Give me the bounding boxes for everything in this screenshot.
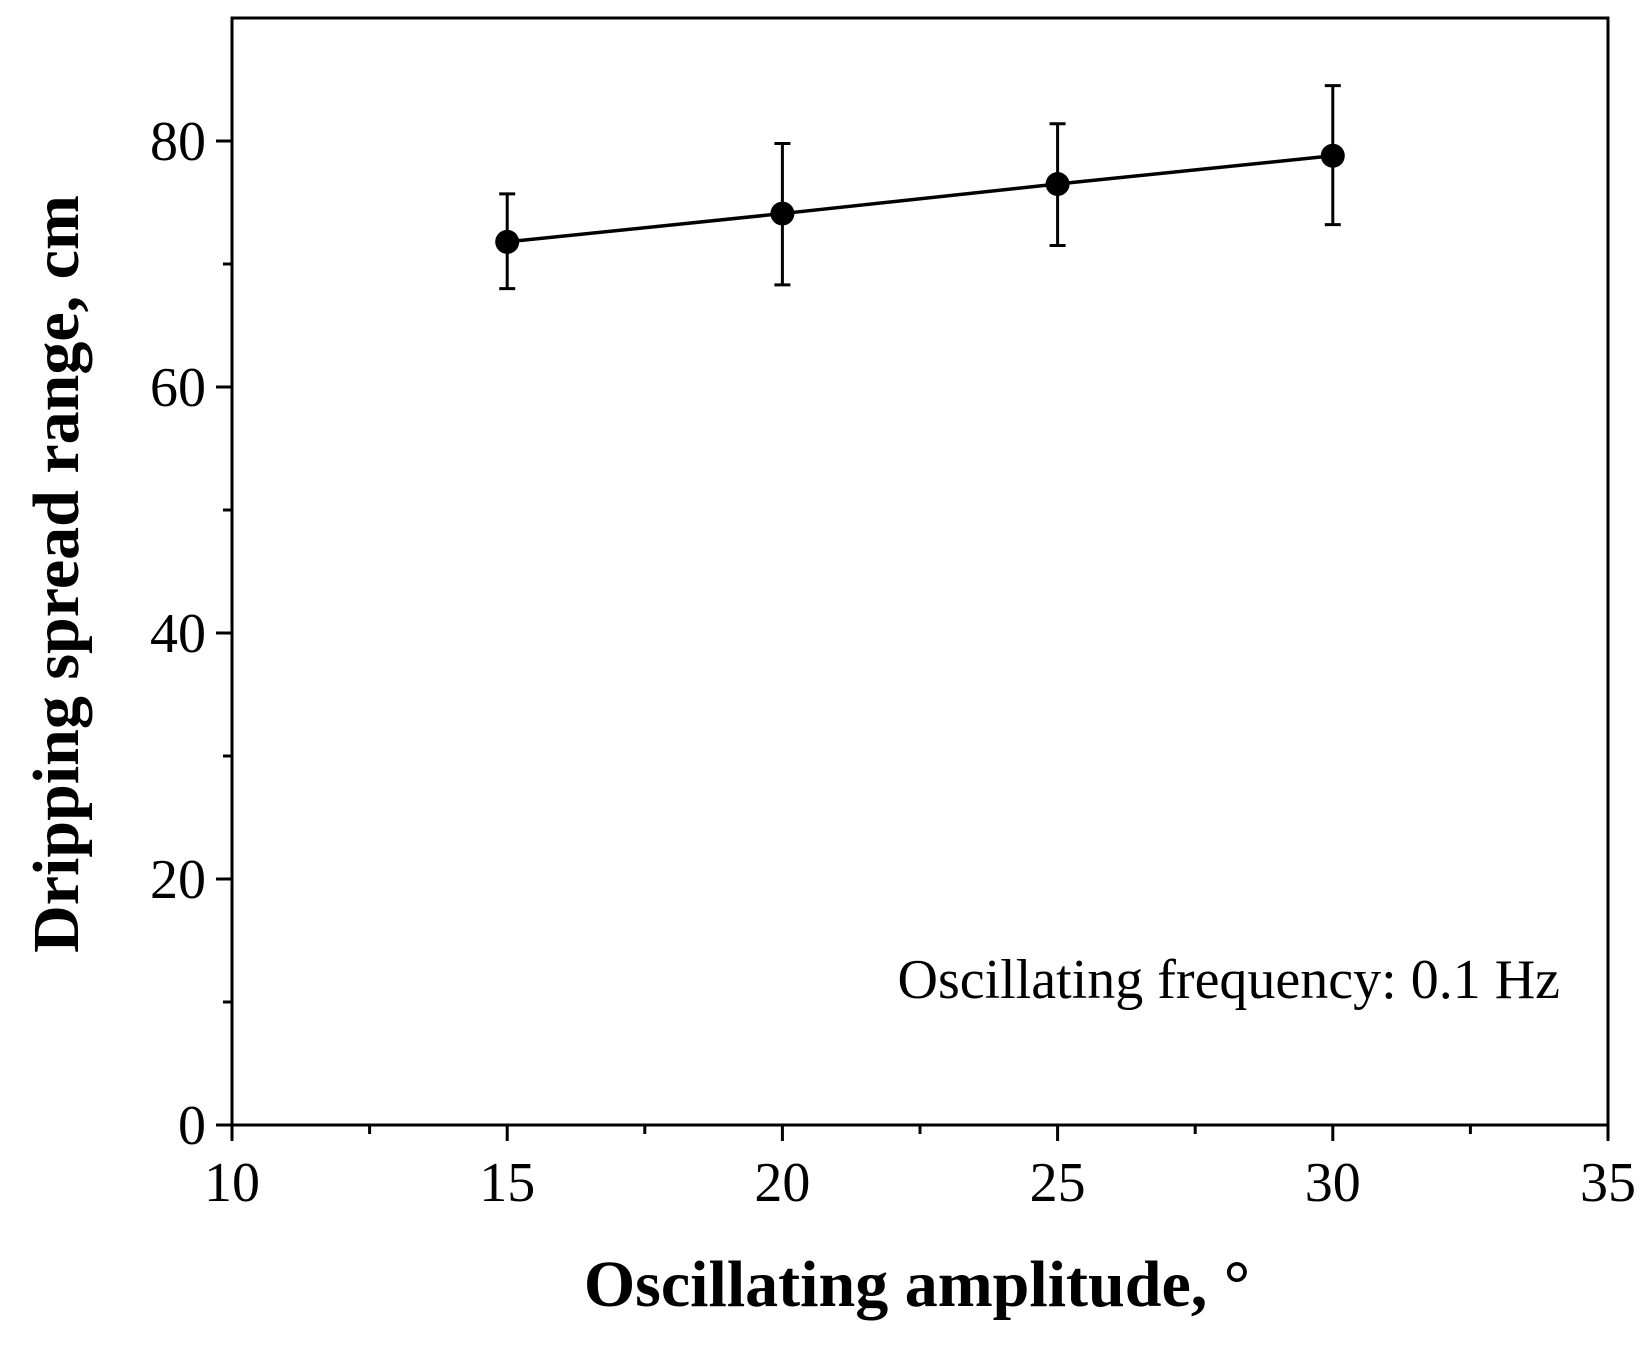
y-tick-label: 40 (150, 603, 206, 665)
y-tick-label: 60 (150, 357, 206, 419)
x-tick-label: 15 (479, 1152, 535, 1214)
data-point (1045, 172, 1070, 197)
x-tick-label: 20 (754, 1152, 810, 1214)
data-point (770, 201, 795, 226)
x-tick-label: 30 (1305, 1152, 1361, 1214)
legend-annotation: Oscillating frequency: 0.1 Hz (898, 949, 1560, 1011)
x-tick-label: 35 (1580, 1152, 1636, 1214)
series-line (507, 154, 1333, 244)
y-tick-label: 80 (150, 111, 206, 173)
data-point (495, 229, 520, 254)
y-tick-label: 0 (178, 1095, 206, 1157)
data-point (1320, 143, 1345, 168)
x-axis-title: Oscillating amplitude, ° (584, 1248, 1250, 1321)
x-tick-label: 25 (1030, 1152, 1086, 1214)
y-tick-label: 20 (150, 849, 206, 911)
x-tick-label: 10 (204, 1152, 260, 1214)
y-axis-title: Dripping spread range, cm (20, 195, 93, 953)
